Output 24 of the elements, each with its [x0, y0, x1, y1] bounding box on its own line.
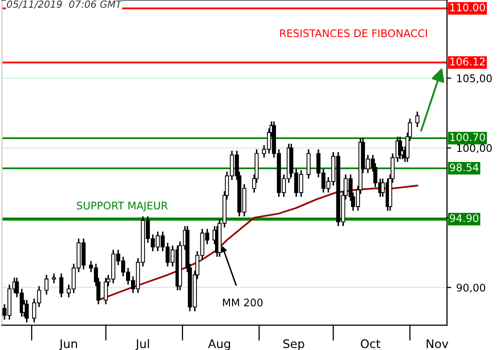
candlestick — [104, 277, 108, 305]
x-tick-label: Aug — [208, 339, 230, 350]
annotation: 05/11/2019 07:06 GMT — [6, 0, 122, 9]
annotation: SUPPORT MAJEUR — [76, 202, 168, 212]
annotation: MM 200 — [223, 298, 263, 306]
x-tick-label: Jul — [135, 339, 149, 350]
ref-line-label: 98.54 — [450, 163, 478, 172]
candlestick — [59, 272, 64, 298]
candlestick — [306, 148, 311, 180]
x-tick-label: Sep — [283, 339, 304, 350]
candlestick — [44, 274, 49, 296]
ref-line-label: 110.00 — [450, 4, 485, 12]
candlestick — [52, 272, 56, 284]
y-tick-label: 100,00 — [457, 144, 492, 154]
ref-line-label: 100.70 — [450, 133, 485, 142]
annotation: RESISTANCES DE FIBONACCI — [280, 29, 427, 38]
y-tick-label: 105,00 — [457, 74, 492, 84]
x-tick-label: Nov — [426, 339, 448, 348]
x-tick-label: Jun — [58, 339, 77, 350]
ref-line-label: 106.12 — [450, 58, 485, 66]
candlestick — [415, 110, 420, 128]
y-tick-label: 90,00 — [456, 284, 486, 293]
x-tick-label: Oct — [360, 339, 380, 348]
ref-line-label: 94.90 — [450, 214, 478, 222]
